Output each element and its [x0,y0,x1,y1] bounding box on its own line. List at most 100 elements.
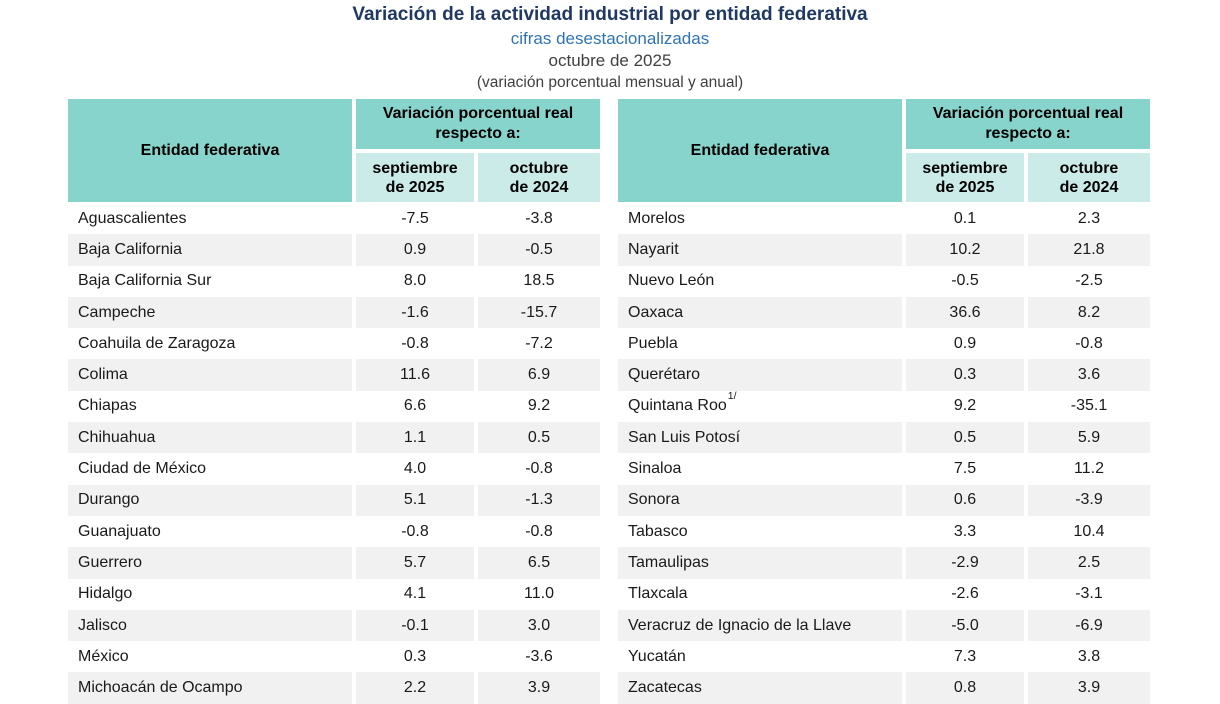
value-monthly: 1.1 [356,422,474,454]
value-monthly: 0.9 [953,334,977,352]
value-monthly: 5.1 [356,484,474,516]
entity-name: Yucatán [618,641,902,672]
entity-name-text: Zacatecas [628,679,702,697]
page-title: Variación de la actividad industrial por… [352,4,868,25]
entity-name: Zacatecas [618,672,902,704]
page-period: octubre de 2025 [548,51,672,70]
entity-name: Coahuila de Zaragoza [68,328,352,359]
table-body-right: Morelos 0.1 2.3 Nayarit 10.2 21.8 Nuevo León -0… [618,203,1150,704]
value-monthly: 36.6 [906,296,1024,329]
entity-name: Nayarit [618,234,902,266]
column-header-october: octubre de 2024 [478,153,600,202]
value-annual: -2.5 [1075,272,1103,290]
value-annual: 11.2 [1074,460,1104,478]
value-monthly: 6.6 [403,397,427,415]
entity-name-text: Durango [78,491,140,509]
column-header-october: octubre de 2024 [1028,153,1150,202]
column-header-october-line1: octubre [1059,159,1119,177]
value-monthly: 7.5 [953,460,977,478]
value-annual: 5.9 [1028,422,1150,454]
entity-name-text: México [78,647,129,665]
entity-name-text: Tamaulipas [628,553,709,571]
value-annual: -35.1 [1070,397,1108,415]
entity-name-text: Baja California [78,240,183,258]
value-monthly: -2.9 [906,547,1024,579]
table-header-right: Entidad federativa Variación porcentual … [618,99,1150,202]
value-annual: -3.9 [1028,484,1150,516]
column-header-group: Variación porcentual real respecto a: [356,99,600,149]
entity-name: Durango [68,484,352,516]
column-header-october-line2: de 2024 [509,178,569,196]
entity-name-text: Campeche [78,303,156,321]
column-header-september-line2: de 2025 [385,178,445,196]
value-annual: 3.9 [478,672,600,704]
value-monthly: 3.3 [953,522,977,540]
entity-name-text: San Luis Potosí [628,428,741,446]
value-monthly: -2.6 [951,585,979,603]
entity-name-text: Puebla [628,334,678,352]
column-header-group: Variación porcentual real respecto a: [906,99,1150,149]
value-annual: -0.8 [525,522,553,540]
value-annual: -3.1 [1075,585,1103,603]
value-annual: 0.5 [478,422,600,454]
entity-name-text: Yucatán [628,647,686,665]
value-annual: 21.8 [1028,234,1150,266]
value-annual: 3.0 [478,609,600,642]
entity-name-text: Aguascalientes [78,209,187,227]
value-annual: 8.2 [1028,296,1150,329]
footnote-marker: 1/ [727,390,737,403]
entity-name: Nuevo León [618,266,902,297]
entity-name: Tamaulipas [618,547,902,579]
value-annual: -0.5 [478,234,600,266]
entity-name: Hidalgo [68,579,352,610]
entity-name-text: Querétaro [628,366,701,384]
column-header-october-line1: octubre [509,159,569,177]
value-monthly: -7.5 [401,209,429,227]
entity-name-text: Oaxaca [628,303,684,321]
entity-name: Oaxaca [618,296,902,329]
entity-name: Jalisco [68,609,352,642]
value-monthly: -1.6 [356,296,474,329]
entity-name: Guanajuato [68,516,352,547]
entity-name-text: Quintana Roo1/ [628,390,737,415]
value-monthly: 0.3 [906,359,1024,391]
entity-name-text: Nuevo León [628,272,715,290]
entity-name-text: Nayarit [628,240,679,258]
value-annual: 11.0 [524,585,554,603]
entity-name: Ciudad de México [68,453,352,484]
title-block: Variación de la actividad industrial por… [0,0,1220,93]
value-annual: 3.6 [1028,359,1150,391]
entity-name-text: Colima [78,366,128,384]
value-monthly: -5.0 [906,609,1024,642]
value-monthly: -0.8 [401,522,429,540]
value-annual: 3.9 [1028,672,1150,704]
value-monthly: 2.2 [356,672,474,704]
value-annual: -7.2 [525,334,553,352]
entity-name: Aguascalientes [68,203,352,234]
entity-name: Tabasco [618,516,902,547]
entity-name: Sonora [618,484,902,516]
entity-name: Quintana Roo1/ [618,391,902,422]
value-monthly: 0.3 [403,647,427,665]
value-monthly: -0.1 [356,609,474,642]
entity-name: Campeche [68,296,352,329]
value-monthly: 0.1 [953,209,977,227]
value-monthly: 4.1 [403,585,427,603]
entity-name: Chihuahua [68,422,352,454]
column-header-group-text: Variación porcentual real respecto a: [382,105,574,142]
entity-name: Veracruz de Ignacio de la Llave [618,609,902,642]
value-annual: 10.4 [1073,522,1105,540]
value-annual: -3.6 [525,647,553,665]
entity-table-left: Entidad federativa Variación porcentual … [68,99,600,704]
value-annual: 3.8 [1077,647,1101,665]
value-monthly: 5.7 [356,547,474,579]
value-annual: -6.9 [1028,609,1150,642]
value-annual: 6.5 [478,547,600,579]
page-note: (variación porcentual mensual y anual) [476,74,744,91]
entity-name-text: Michoacán de Ocampo [78,679,243,697]
value-monthly: 9.2 [953,397,977,415]
entity-name-text: Baja California Sur [78,272,212,290]
value-annual: -1.3 [478,484,600,516]
entity-name-text: Hidalgo [78,585,133,603]
